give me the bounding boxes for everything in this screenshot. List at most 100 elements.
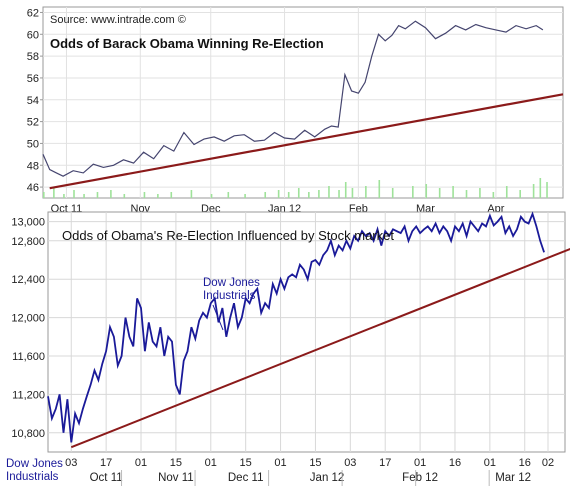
volume-bar: [351, 188, 354, 198]
bottom-month-label: Jan 12: [310, 472, 345, 484]
volume-bar: [465, 190, 468, 198]
bottom-x-tick-label: 16: [449, 457, 461, 469]
volume-bar: [157, 194, 159, 198]
bottom-x-tick-label: 01: [484, 457, 496, 469]
volume-bar: [378, 180, 381, 198]
volume-bar: [438, 188, 441, 198]
bottom-dow-line: [47, 211, 545, 443]
volume-bar: [492, 192, 495, 198]
top-y-tick-label: 62: [27, 7, 39, 19]
volume-bar: [539, 178, 542, 198]
top-series-group: [42, 20, 564, 190]
bottom-month-label: Nov 11: [158, 472, 194, 484]
bottom-y-axis: 10,800 11,200 11,600 12,000 12,400 12,800 13,0…: [11, 217, 45, 440]
bottom-x-tick-label: 01: [414, 457, 426, 469]
bottom-y-tick-label: 12,000: [11, 313, 45, 325]
top-y-tick-label: 54: [27, 95, 39, 107]
volume-bar: [338, 190, 340, 198]
volume-bar: [328, 186, 330, 198]
volume-bar: [190, 190, 193, 198]
volume-bar: [244, 194, 246, 198]
bottom-x-tick-label: 15: [309, 457, 321, 469]
volume-bar: [308, 192, 310, 198]
volume-bar: [391, 188, 394, 198]
volume-bar: [143, 192, 146, 198]
top-source-text: Source: www.intrade.com ©: [50, 14, 186, 26]
top-y-tick-label: 60: [27, 29, 39, 41]
volume-bar: [297, 188, 300, 198]
annotation-pointer: [212, 304, 224, 331]
volume-bar: [53, 188, 55, 198]
top-trend-line: [49, 93, 564, 190]
bottom-trend-line: [70, 247, 570, 449]
bottom-plot-frame: [47, 211, 566, 453]
volume-bar: [43, 192, 45, 198]
volume-bar: [344, 182, 347, 198]
bottom-x-tick-label: 15: [240, 457, 252, 469]
bottom-y-tick-label: 11,600: [12, 351, 45, 363]
bottom-x-tick-label: 03: [65, 457, 77, 469]
bottom-x-tick-label: 03: [344, 457, 356, 469]
top-grid: [43, 7, 563, 198]
top-y-tick-label: 58: [27, 51, 39, 63]
annotation-line-2: Industrials: [203, 290, 256, 302]
volume-bar: [287, 192, 290, 198]
bottom-month-label: Oct 11: [90, 472, 123, 484]
bottom-x-tick-label: 01: [135, 457, 147, 469]
bottom-y-tick-label: 12,400: [11, 274, 45, 286]
bottom-y-tick-label: 13,000: [11, 217, 45, 229]
bottom-y-tick-label: 12,800: [11, 236, 45, 248]
top-volume-bars: [43, 178, 548, 198]
bottom-y-tick-label: 11,200: [12, 389, 45, 401]
bottom-chart-title: Odds of Obama's Re-Election Influenced b…: [62, 228, 394, 243]
bottom-series-group: [47, 211, 570, 449]
volume-bar: [425, 184, 428, 198]
bottom-x-tick-label: 01: [274, 457, 286, 469]
volume-bar: [532, 184, 535, 198]
top-y-tick-label: 48: [27, 160, 39, 172]
top-y-axis: 46 48 50 52 54 56 58 60 62: [27, 7, 43, 194]
bottom-month-label: Feb 12: [402, 472, 438, 484]
volume-bar: [210, 194, 213, 198]
volume-bar: [110, 190, 112, 198]
bottom-x-tick-label: 15: [170, 457, 182, 469]
bottom-month-label: Dec 11: [228, 472, 264, 484]
volume-bar: [96, 192, 99, 198]
volume-bar: [546, 182, 548, 198]
volume-bar: [365, 186, 367, 198]
top-y-tick-label: 46: [27, 182, 39, 194]
bottom-x-tick-label: 16: [519, 457, 531, 469]
bottom-grid: [48, 212, 565, 452]
top-y-tick-label: 56: [27, 73, 39, 85]
volume-bar: [264, 192, 267, 198]
top-y-tick-label: 50: [27, 138, 39, 150]
xlabel-line-1: Dow Jones: [6, 458, 63, 470]
xlabel-line-2: Industrials: [6, 471, 59, 483]
top-y-tick-label: 52: [27, 117, 39, 129]
volume-bar: [318, 190, 320, 198]
volume-bar: [277, 190, 280, 198]
bottom-x-axis: 03 17 01 15 01 15 01 15 03 17 01 16 01 16 02 Oct 11 Nov …: [65, 457, 554, 486]
volume-bar: [73, 190, 75, 198]
volume-bar: [479, 188, 481, 198]
volume-bar: [83, 194, 85, 198]
bottom-x-tick-label: 17: [100, 457, 112, 469]
top-plot-frame: [42, 6, 564, 199]
volume-bar: [519, 190, 521, 198]
bottom-x-tick-label: 17: [379, 457, 391, 469]
volume-bar: [452, 186, 454, 198]
bottom-x-tick-label: 01: [205, 457, 217, 469]
volume-bar: [227, 192, 230, 198]
volume-bar: [412, 186, 414, 198]
top-odds-line: [42, 20, 544, 177]
volume-bar: [63, 194, 65, 198]
top-chart-title: Odds of Barack Obama Winning Re-Election: [50, 36, 324, 51]
annotation-line-1: Dow Jones: [203, 277, 260, 289]
volume-bar: [505, 186, 508, 198]
bottom-y-tick-label: 10,800: [11, 428, 45, 440]
volume-bar: [123, 194, 126, 198]
bottom-month-label: Mar 12: [495, 472, 531, 484]
bottom-chart: 10,800 11,200 11,600 12,000 12,400 12,800 13,0…: [6, 211, 570, 486]
